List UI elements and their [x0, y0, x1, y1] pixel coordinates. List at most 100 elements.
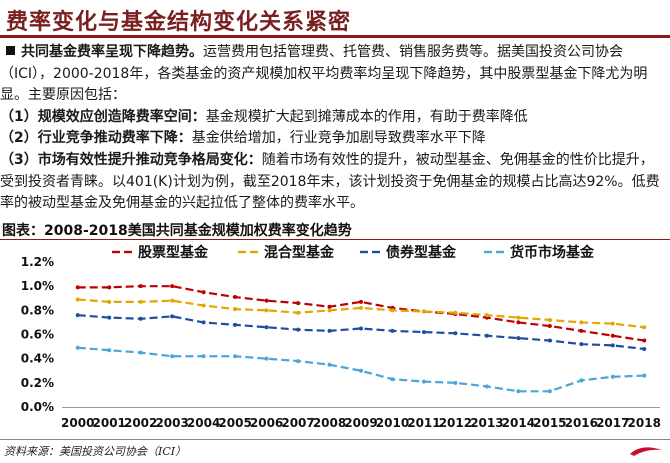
- y-tick-label: 0.4%: [21, 352, 54, 366]
- data-point: [390, 328, 395, 333]
- x-tick-label: 2018: [628, 416, 661, 430]
- data-point: [201, 290, 206, 295]
- legend-entry: 混合型基金: [264, 244, 335, 261]
- data-point: [359, 368, 363, 373]
- x-tick-label: 2014: [502, 416, 535, 430]
- data-point: [233, 307, 238, 312]
- x-tick-label: 2002: [124, 416, 157, 430]
- reason-lead: 行业竞争推动费率下降：: [37, 130, 192, 147]
- x-tick-label: 2008: [313, 416, 346, 430]
- source-divider: [0, 439, 670, 440]
- data-point: [642, 325, 647, 330]
- data-point: [453, 310, 458, 315]
- reason-text: 随着市场有效性的提升，被动型基金、免佣基金的性价比提升，受到投资者青睐。以401…: [0, 151, 660, 212]
- reason-text: 基金供给增加，行业竞争加剧导致费率水平下降: [191, 130, 486, 147]
- data-point: [516, 315, 521, 320]
- reason-number: （2）: [0, 130, 38, 147]
- data-point: [107, 299, 112, 304]
- legend-entry: 债券型基金: [386, 244, 457, 261]
- data-point: [421, 379, 426, 384]
- data-point: [642, 347, 647, 351]
- x-tick-label: 2010: [376, 416, 409, 430]
- data-point: [390, 308, 395, 313]
- reason-lead: 规模效应创造降费率空间：: [37, 108, 206, 125]
- data-point: [201, 320, 206, 325]
- data-point: [138, 284, 143, 289]
- data-point: [547, 338, 552, 343]
- data-point: [107, 348, 112, 353]
- data-point: [296, 327, 301, 332]
- data-point: [610, 374, 615, 379]
- reason-item: （3）市场有效性提升推动竞争格局变化：随着市场有效性的提升，被动型基金、免佣基金…: [0, 150, 664, 215]
- x-tick-label: 2016: [565, 416, 598, 430]
- x-tick-label: 2004: [187, 416, 220, 430]
- x-tick-label: 2009: [344, 416, 377, 430]
- reason-lead: 市场有效性提升推动竞争格局变化：: [37, 151, 262, 168]
- data-point: [75, 345, 80, 350]
- data-point: [421, 309, 426, 314]
- source-note: 资料来源：美国投资公司协会（ICI）: [4, 445, 187, 458]
- data-point: [327, 304, 332, 309]
- data-point: [516, 320, 521, 325]
- data-point: [296, 310, 301, 315]
- data-point: [453, 331, 458, 336]
- data-point: [359, 299, 363, 304]
- y-tick-label: 0.8%: [21, 303, 54, 317]
- reason-text: 基金规模扩大起到摊薄成本的作用，有助于费率降低: [205, 108, 528, 125]
- data-point: [327, 308, 332, 313]
- data-point: [264, 308, 269, 313]
- x-tick-label: 2001: [93, 416, 126, 430]
- data-point: [264, 298, 269, 303]
- paragraph-lead: 共同基金费率呈现下降趋势。: [21, 44, 203, 60]
- brand-swoosh-icon: [630, 447, 662, 456]
- legend-entry: 货币市场基金: [509, 244, 595, 261]
- bullet-square-icon: [6, 46, 15, 55]
- reason-number: （1）: [0, 108, 38, 125]
- reason-number: （3）: [0, 151, 38, 168]
- y-tick-label: 1.0%: [21, 279, 54, 293]
- data-point: [170, 298, 175, 303]
- data-point: [516, 389, 521, 394]
- data-point: [579, 320, 584, 325]
- data-point: [170, 284, 175, 289]
- data-point: [233, 295, 238, 300]
- y-tick-label: 1.2%: [21, 255, 54, 269]
- body-text: 共同基金费率呈现下降趋势。运营费用包括管理费、托管费、销售服务费等。据美国投资公…: [0, 42, 664, 215]
- paragraph-main: 共同基金费率呈现下降趋势。运营费用包括管理费、托管费、销售服务费等。据美国投资公…: [0, 42, 664, 107]
- data-point: [75, 285, 80, 290]
- x-tick-label: 2007: [281, 416, 314, 430]
- data-point: [138, 299, 143, 304]
- data-point: [547, 324, 552, 329]
- data-point: [484, 333, 489, 338]
- data-point: [642, 338, 647, 343]
- data-point: [264, 325, 269, 330]
- data-point: [579, 378, 584, 383]
- data-point: [107, 285, 112, 290]
- data-point: [453, 380, 458, 385]
- data-point: [327, 328, 332, 333]
- data-point: [610, 333, 615, 338]
- data-point: [579, 328, 584, 333]
- data-point: [547, 318, 552, 322]
- data-point: [75, 313, 80, 318]
- x-tick-label: 2012: [439, 416, 472, 430]
- data-point: [138, 350, 143, 355]
- data-point: [390, 377, 395, 382]
- x-tick-label: 2005: [218, 416, 251, 430]
- title-divider: [0, 35, 670, 38]
- x-tick-label: 2013: [470, 416, 503, 430]
- data-point: [579, 342, 584, 347]
- data-point: [170, 354, 175, 359]
- data-point: [170, 314, 175, 319]
- chart-canvas: 0.0% 0.2% 0.4% 0.6% 0.8% 1.0% 1.2% 200020012002…: [21, 244, 661, 430]
- x-tick-label: 2011: [407, 416, 440, 430]
- paragraph-text: 运营费用包括管理费、托管费、销售服务费等。据美国投资公司协会（ICI），2000…: [0, 44, 648, 104]
- data-point: [264, 356, 269, 361]
- data-point: [359, 305, 363, 310]
- reason-item: （1）规模效应创造降费率空间：基金规模扩大起到摊薄成本的作用，有助于费率降低: [0, 107, 664, 129]
- data-point: [138, 316, 143, 321]
- data-point: [296, 359, 301, 364]
- y-tick-label: 0.0%: [21, 400, 54, 414]
- x-tick-label: 2006: [250, 416, 283, 430]
- data-point: [201, 303, 206, 308]
